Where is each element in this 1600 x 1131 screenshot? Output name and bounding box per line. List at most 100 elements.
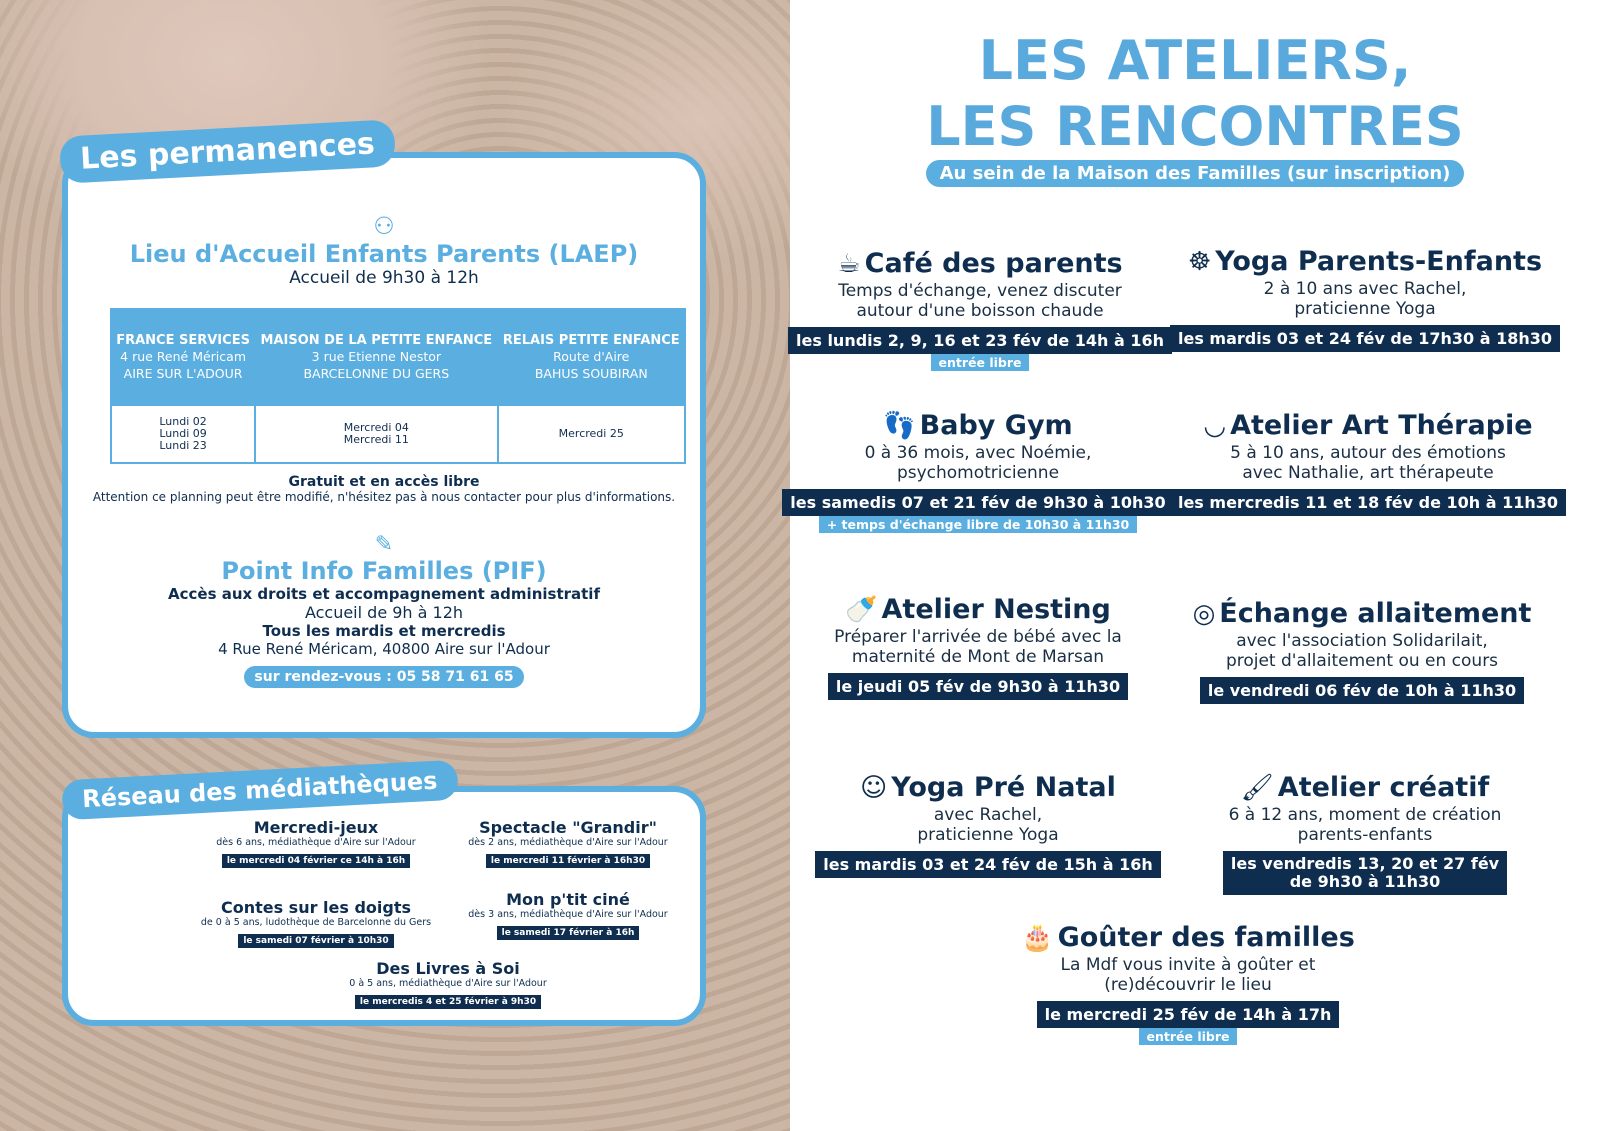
text: maternité de Mont de Marsan	[851, 647, 1105, 667]
atelier-card: 👣 Baby Gym 0 à 36 mois, avec Noémie, psycho…	[778, 410, 1178, 533]
text: Échange allaitement	[1219, 598, 1532, 629]
table-cell: Lundi 02 Lundi 09 Lundi 23	[109, 404, 257, 464]
planning-note: Attention ce planning peut être modifié,…	[92, 490, 676, 504]
text: Goûter des familles	[1057, 922, 1355, 953]
text: psychomotricienne	[896, 463, 1060, 483]
pif-section: ✎ Point Info Familles (PIF) Accès aux dr…	[62, 532, 706, 688]
text: BARCELONNE DU GERS	[303, 365, 450, 381]
text: FRANCE SERVICES	[116, 332, 250, 348]
text: le samedi 07 février à 10h30	[238, 934, 394, 948]
footprints-icon: 👣	[883, 410, 916, 441]
text: le mercredi 25 fév de 14h à 17h	[1036, 1001, 1340, 1028]
extra-time-badge: + temps d'échange libre de 10h30 à 11h30	[818, 516, 1138, 533]
text: le mercredi 11 février à 16h30	[485, 854, 651, 868]
text: Mercredi 25	[558, 427, 624, 440]
atelier-card: ☸ Yoga Parents-Enfants 2 à 10 ans avec Rac…	[1165, 246, 1565, 352]
table-cell: Mercredi 25	[496, 404, 687, 464]
text: 5 à 10 ans, autour des émotions	[1230, 443, 1506, 463]
text: Baby Gym	[919, 410, 1073, 441]
pif-line: Accueil de 9h à 12h	[304, 603, 464, 622]
text: 4 rue René Méricam	[120, 348, 246, 364]
media-event: Des Livres à Soi 0 à 5 ans, médiathèque d…	[318, 959, 578, 1009]
text: avec l'association Solidarilait,	[1236, 631, 1488, 651]
atelier-card: ◡ Atelier Art Thérapie 5 à 10 ans, autour …	[1168, 410, 1568, 516]
free-access-label: Gratuit et en accès libre	[288, 474, 480, 490]
text: le mercredi 04 février ce 14h à 16h	[221, 854, 411, 868]
text: autour d'une boisson chaude	[856, 301, 1104, 321]
laep-notes: Gratuit et en accès libre Attention ce p…	[62, 474, 706, 504]
atelier-card: 🍼 Atelier Nesting Préparer l'arrivée de bé…	[778, 594, 1178, 700]
text: Café des parents	[864, 248, 1123, 279]
pif-line: Accès aux droits et accompagnement admin…	[168, 585, 600, 603]
laep-hours: Accueil de 9h30 à 12h	[289, 268, 479, 288]
text: avec Nathalie, art thérapeute	[1242, 463, 1494, 483]
text: Lundi 02	[159, 415, 207, 428]
text: praticienne Yoga	[1294, 299, 1436, 319]
text: les mercredis 11 et 18 fév de 10h à 11h3…	[1169, 489, 1567, 516]
text: RELAIS PETITE ENFANCE	[502, 332, 680, 348]
family-icon: ⚇	[373, 212, 395, 240]
ateliers-title: LES ATELIERS, LES RENCONTRES	[790, 28, 1600, 160]
mediatheques-box	[62, 786, 706, 1026]
breastfeeding-icon: ◎	[1192, 598, 1216, 629]
text: Yoga Parents-Enfants	[1215, 246, 1543, 277]
free-entry-badge: entrée libre	[1138, 1028, 1238, 1045]
text: Route d'Aire	[553, 348, 630, 364]
text: 3 rue Etienne Nestor	[311, 348, 442, 364]
text: les samedis 07 et 21 fév de 9h30 à 10h30	[782, 489, 1174, 516]
text: Préparer l'arrivée de bébé avec la	[834, 627, 1122, 647]
coffee-cup-icon: ☕	[837, 248, 861, 279]
atelier-card: ☕ Café des parents Temps d'échange, venez …	[780, 248, 1180, 371]
text: le mercredis 4 et 25 février à 9h30	[354, 995, 542, 1009]
text: Contes sur les doigts	[220, 898, 412, 917]
text: les mardis 03 et 24 fév de 17h30 à 18h30	[1169, 325, 1561, 352]
media-event: Mercredi-jeux dès 6 ans, médiathèque d'Ai…	[186, 818, 446, 868]
text: 6 à 12 ans, moment de création	[1228, 805, 1502, 825]
pif-title: Point Info Familles (PIF)	[221, 557, 547, 585]
text: AIRE SUR L'ADOUR	[123, 365, 243, 381]
text: Yoga Pré Natal	[891, 772, 1116, 803]
media-event: Spectacle "Grandir" dès 2 ans, médiathèqu…	[438, 818, 698, 868]
text: Mercredi 11	[343, 433, 409, 446]
paint-brush-icon: 🖌	[1240, 772, 1274, 803]
smile-icon: ◡	[1203, 410, 1227, 441]
text: LES RENCONTRES	[926, 95, 1464, 158]
text: les vendredis 13, 20 et 27 fév	[1230, 854, 1500, 873]
text: de 9h30 à 11h30	[1289, 872, 1441, 891]
text: Spectacle "Grandir"	[479, 818, 657, 837]
cake-icon: 🎂	[1021, 922, 1054, 953]
table-cell: Mercredi 04 Mercredi 11	[254, 404, 499, 464]
text: BAHUS SOUBIRAN	[534, 365, 648, 381]
meditation-icon: ☺	[860, 772, 888, 803]
laep-section: ⚇ Lieu d'Accueil Enfants Parents (LAEP) …	[62, 212, 706, 288]
text: La Mdf vous invite à goûter et	[1060, 955, 1316, 975]
atelier-card: ☺ Yoga Pré Natal avec Rachel, praticienne Y…	[788, 772, 1188, 878]
subtitle-wrap: Au sein de la Maison des Familles (sur i…	[790, 160, 1600, 187]
text: parents-enfants	[1297, 825, 1433, 845]
text: de 0 à 5 ans, ludothèque de Barcelonne d…	[200, 917, 432, 928]
text: 0 à 5 ans, médiathèque d'Aire sur l'Adou…	[349, 978, 547, 989]
text: MAISON DE LA PETITE ENFANCE	[260, 332, 493, 348]
text: le samedi 17 février à 16h	[496, 926, 640, 940]
text: Mercredi 04	[343, 421, 409, 434]
document-icon: ✎	[374, 532, 394, 557]
text: Temps d'échange, venez discuter	[838, 281, 1122, 301]
laep-table: FRANCE SERVICES 4 rue René Méricam AIRE SU…	[109, 308, 687, 464]
pif-line: Tous les mardis et mercredis	[262, 622, 506, 640]
text: Lundi 09	[159, 427, 207, 440]
text: Atelier créatif	[1277, 772, 1490, 803]
text: (re)découvrir le lieu	[1104, 975, 1272, 995]
ateliers-subtitle: Au sein de la Maison des Familles (sur i…	[925, 160, 1465, 187]
baby-bottle-icon: 🍼	[845, 594, 878, 625]
text: dès 6 ans, médiathèque d'Aire sur l'Adou…	[216, 837, 416, 848]
text: projet d'allaitement ou en cours	[1225, 651, 1499, 671]
text: le vendredi 06 fév de 10h à 11h30	[1199, 677, 1525, 704]
media-event: Contes sur les doigts de 0 à 5 ans, ludot…	[186, 898, 446, 948]
col-header: RELAIS PETITE ENFANCE Route d'Aire BAHUS S…	[496, 308, 687, 406]
pif-line: 4 Rue René Méricam, 40800 Aire sur l'Ado…	[218, 640, 550, 658]
rdv-phone-pill[interactable]: sur rendez-vous : 05 58 71 61 65	[244, 666, 524, 688]
col-header: FRANCE SERVICES 4 rue René Méricam AIRE SU…	[109, 308, 257, 406]
text: Lundi 23	[159, 439, 207, 452]
text: Des Livres à Soi	[376, 959, 520, 978]
atelier-card: 🖌 Atelier créatif 6 à 12 ans, moment de cr…	[1165, 772, 1565, 895]
